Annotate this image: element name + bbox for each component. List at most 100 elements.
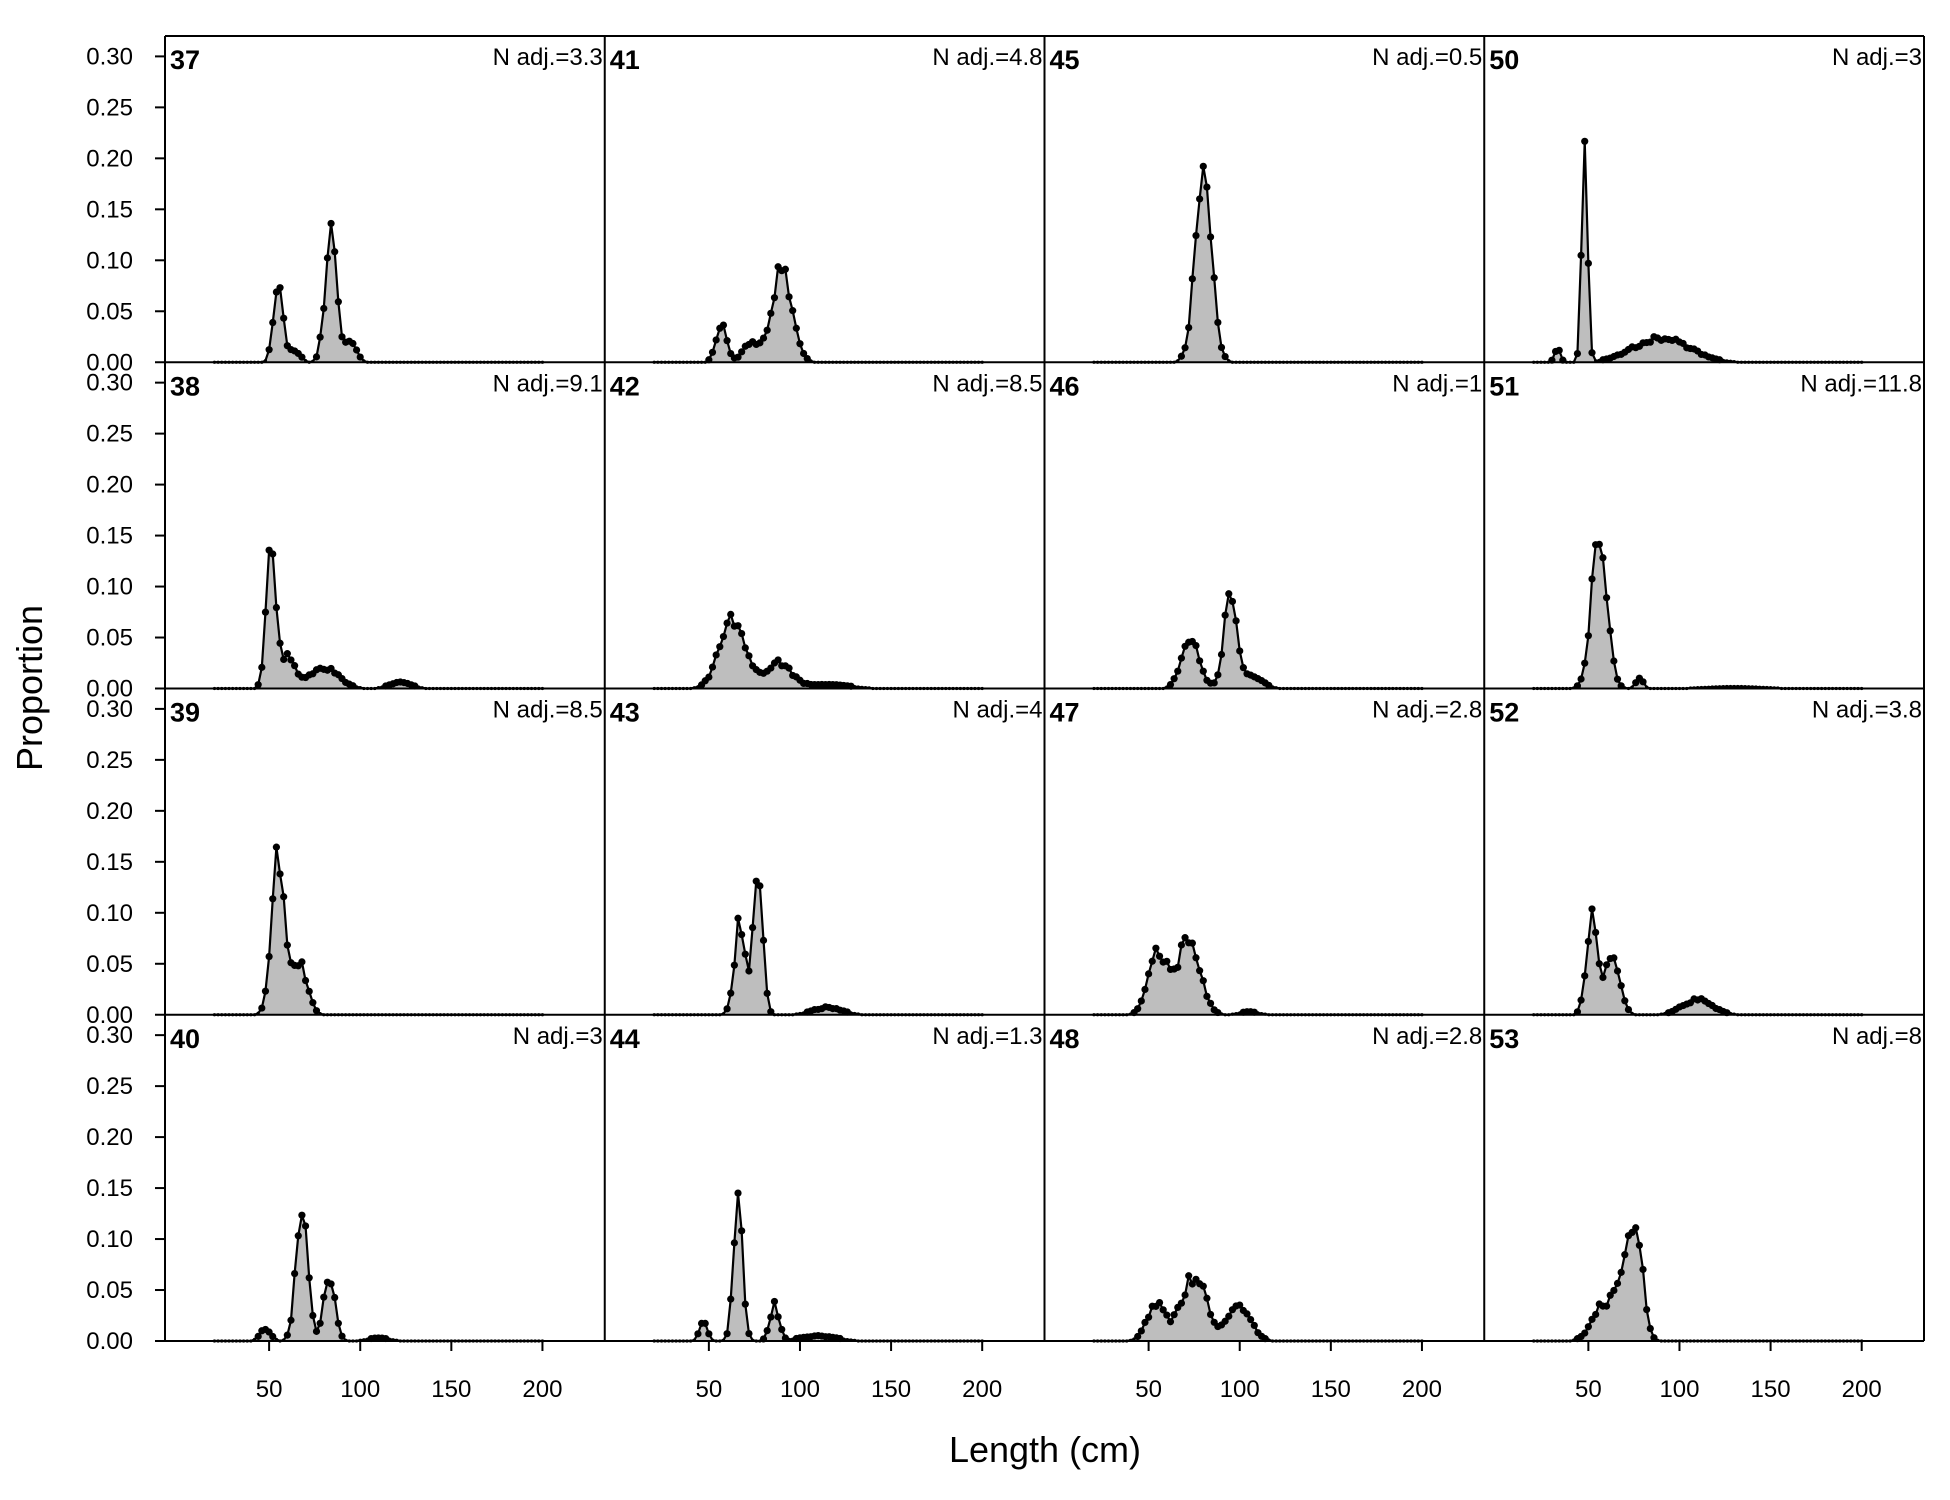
x-tick-label: 200: [1402, 1376, 1442, 1403]
point-52: [1602, 961, 1611, 969]
point-42: [853, 685, 857, 689]
point-46: [1217, 650, 1226, 659]
y-tick-label: 0.05: [86, 1277, 133, 1304]
point-47: [1148, 957, 1156, 965]
line-37: [214, 223, 543, 364]
point-48: [1250, 1321, 1258, 1330]
line-41: [654, 264, 983, 364]
panel-44: 44 N adj.=1.3: [610, 1023, 1043, 1343]
point-44: [778, 1325, 786, 1334]
point-43: [767, 1008, 775, 1016]
point-47: [1256, 1011, 1260, 1015]
point-51: [1739, 684, 1744, 689]
line-43: [654, 878, 983, 1016]
point-48: [1206, 1310, 1215, 1319]
point-41: [712, 336, 720, 344]
panel-38: 38 N adj.=9.1: [170, 370, 603, 691]
point-43: [727, 989, 735, 997]
point-40: [309, 1311, 317, 1320]
y-tick-label: 0.00: [86, 1328, 133, 1355]
point-42: [727, 610, 735, 618]
point-51: [1577, 675, 1585, 683]
point-37: [269, 318, 277, 327]
point-39: [280, 893, 288, 901]
point-45: [1188, 275, 1196, 283]
point-44: [767, 1313, 775, 1321]
point-44: [770, 1297, 779, 1306]
point-40: [294, 1232, 302, 1240]
point-51: [1743, 685, 1747, 689]
point-44: [730, 1239, 738, 1247]
point-42: [774, 656, 782, 664]
panel-53: 53 N adj.=8: [1489, 1023, 1922, 1343]
point-47: [1155, 952, 1164, 960]
point-42: [767, 664, 775, 672]
line-51: [1533, 543, 1862, 690]
point-39: [305, 987, 313, 995]
point-45: [1206, 233, 1215, 241]
point-52: [1581, 972, 1589, 980]
point-40: [287, 1316, 295, 1324]
area-51: [1533, 544, 1862, 689]
point-52: [1584, 937, 1592, 946]
point-45: [1185, 324, 1193, 332]
point-52: [1624, 1005, 1633, 1014]
point-37: [356, 353, 364, 361]
point-44: [723, 1330, 731, 1338]
point-53: [1617, 1268, 1625, 1276]
point-53: [1613, 1279, 1622, 1287]
panel-37: 37 N adj.=3.3: [170, 44, 603, 364]
point-40: [291, 1269, 299, 1278]
point-51: [1606, 627, 1614, 635]
point-46: [1210, 679, 1218, 687]
point-37: [338, 333, 346, 341]
point-48: [1137, 1327, 1145, 1335]
x-tick-label: 50: [1575, 1376, 1602, 1403]
point-44: [763, 1327, 771, 1335]
n-adj-label: N adj.=8: [1832, 1023, 1922, 1050]
point-37: [327, 219, 335, 228]
point-43: [723, 1005, 731, 1013]
point-50: [1588, 349, 1596, 357]
point-38: [269, 550, 277, 558]
n-adj-label: N adj.=8.5: [932, 370, 1042, 397]
x-tick-label: 150: [431, 1376, 471, 1403]
point-47: [1192, 954, 1200, 962]
point-51: [1732, 684, 1736, 689]
point-38: [272, 603, 281, 612]
x-tick-label: 100: [1659, 1376, 1699, 1403]
point-53: [1643, 1305, 1651, 1314]
point-41: [796, 340, 804, 348]
panel-label: 37: [170, 45, 200, 75]
x-tick-label: 100: [1220, 1376, 1260, 1403]
point-44: [745, 1329, 753, 1338]
point-45: [1181, 344, 1189, 352]
y-tick-label: 0.25: [86, 94, 133, 121]
point-41: [800, 349, 808, 358]
point-40: [305, 1274, 313, 1282]
panel-label: 52: [1489, 698, 1519, 728]
point-43: [730, 961, 738, 969]
panel-label: 46: [1050, 371, 1080, 401]
panel-label: 43: [610, 698, 640, 728]
panel-label: 41: [610, 45, 640, 75]
point-47: [1137, 997, 1145, 1005]
area-46: [1093, 593, 1422, 689]
point-48: [1166, 1318, 1175, 1326]
point-46: [1170, 675, 1178, 683]
y-tick-label: 0.20: [86, 798, 133, 825]
panel-41: 41 N adj.=4.8: [610, 44, 1043, 364]
y-axis-title: Proportion: [9, 605, 50, 771]
point-46: [1265, 681, 1273, 690]
point-53: [1646, 1324, 1654, 1333]
point-39: [309, 999, 317, 1007]
y-tick-label: 0.15: [86, 196, 133, 223]
point-50: [1577, 251, 1585, 259]
point-37: [323, 254, 332, 262]
point-41: [734, 353, 742, 361]
point-48: [1185, 1272, 1193, 1280]
x-tick-label: 50: [256, 1376, 283, 1403]
point-45: [1210, 274, 1218, 282]
area-40: [214, 1215, 543, 1341]
area-39: [214, 847, 543, 1015]
